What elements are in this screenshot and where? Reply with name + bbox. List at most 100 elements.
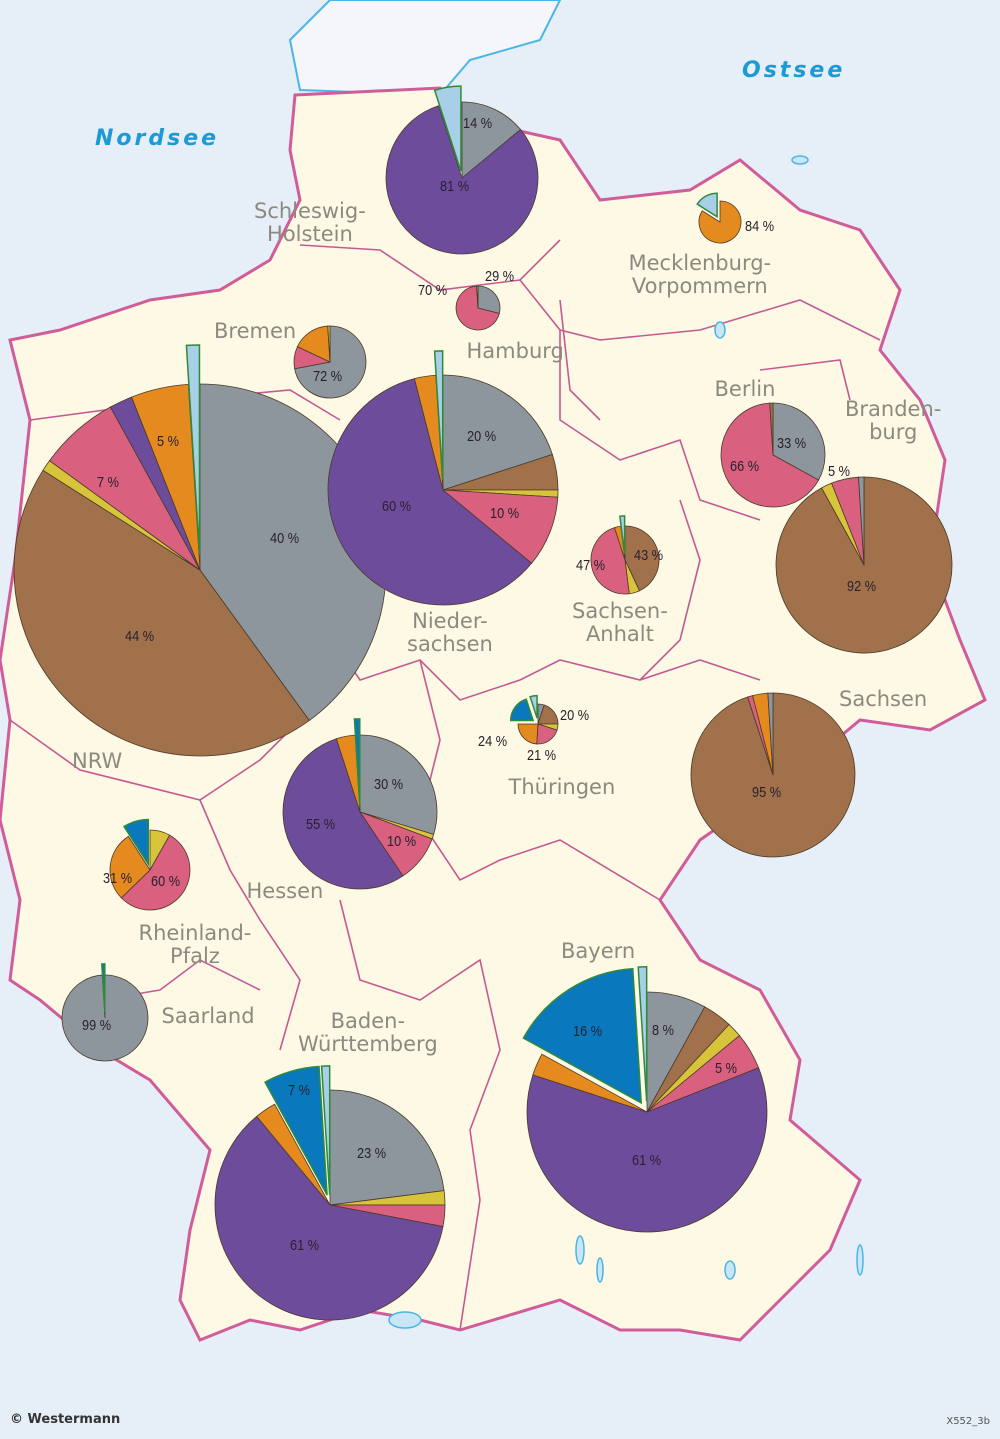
- percent-label: 10 %: [387, 833, 417, 850]
- pie-hessen: [282, 718, 438, 890]
- pie-slice-wind: [696, 192, 718, 219]
- state-label: Hessen: [247, 880, 324, 903]
- state-label-line: Saarland: [161, 1004, 255, 1028]
- state-label-line: Württemberg: [298, 1032, 438, 1056]
- percent-label: 43 %: [634, 547, 664, 564]
- state-label: Saarland: [162, 1005, 255, 1028]
- percent-label: 20 %: [467, 428, 497, 445]
- percent-label: 7 %: [288, 1082, 310, 1099]
- percent-label: 5 %: [157, 433, 179, 450]
- pie-slice-oel: [327, 325, 331, 363]
- percent-label: 20 %: [560, 707, 590, 724]
- state-boundaries: [9, 239, 881, 1331]
- percent-label: 99 %: [82, 1017, 112, 1034]
- percent-label: 61 %: [290, 1237, 320, 1254]
- percent-label: 70 %: [418, 282, 448, 299]
- percent-label: 60 %: [151, 873, 181, 890]
- pie-berlin: [720, 402, 826, 508]
- pie-sachsen: [690, 692, 856, 858]
- pie-slice-wasser: [100, 963, 106, 1013]
- percent-label: 8 %: [652, 1022, 674, 1039]
- state-label: Bremen: [214, 320, 296, 343]
- state-label-line: Rheinland-: [138, 921, 252, 945]
- percent-label: 5 %: [715, 1060, 737, 1077]
- state-label-line: sachsen: [407, 632, 493, 656]
- state-label-line: Hamburg: [466, 339, 564, 363]
- pie-slice-kernenergie: [214, 1115, 444, 1321]
- pie-slice-wasser: [264, 1065, 328, 1196]
- pie-slice-steinkohle: [461, 101, 522, 179]
- pie-slice-steinkohle: [772, 402, 826, 481]
- pie-slice-wasser: [522, 967, 643, 1105]
- sea-label-ostsee: Ostsee: [742, 58, 846, 83]
- percent-label: 31 %: [103, 870, 133, 887]
- state-label-line: Schleswig-: [254, 199, 366, 223]
- percent-label: 5 %: [828, 463, 850, 480]
- percent-label: 95 %: [752, 784, 782, 801]
- pie-slice-sonstige: [109, 835, 151, 899]
- pie-bremen: [293, 325, 367, 399]
- state-label: Mecklenburg- Vorpommern: [629, 252, 772, 298]
- pie-slice-wind: [529, 694, 538, 719]
- percent-label: 81 %: [440, 178, 470, 195]
- pie-slice-steinkohle: [61, 974, 149, 1062]
- pie-slice-steinkohle: [477, 285, 501, 314]
- pie-slice-kernenergie: [526, 1067, 768, 1233]
- percent-label: 16 %: [573, 1023, 603, 1040]
- pie-slice-sonstige: [532, 1053, 648, 1113]
- state-label-line: NRW: [72, 749, 123, 773]
- state-label-line: Bayern: [561, 939, 636, 963]
- state-label-line: Sachsen-: [572, 599, 668, 623]
- state-label: Baden- Württemberg: [298, 1010, 438, 1056]
- percent-label: 14 %: [463, 115, 493, 132]
- pie-slice-wind: [320, 1065, 331, 1195]
- pie-slice-wind: [637, 966, 648, 1102]
- state-label-line: Pfalz: [170, 944, 220, 968]
- pie-slice-wasser: [353, 718, 361, 806]
- pie-niedersachsen: [327, 350, 559, 606]
- percent-label: 60 %: [382, 498, 412, 515]
- state-label: Hamburg: [467, 340, 564, 363]
- pie-mecklenburg-vorpommern: [696, 192, 742, 244]
- pie-slice-steinkohle: [858, 476, 865, 566]
- state-label-line: Vorpommern: [631, 274, 768, 298]
- pie-baden-w-rttemberg: [214, 1065, 446, 1321]
- pie-slice-erdgas: [441, 489, 559, 564]
- pie-slice-kernenergie: [385, 105, 539, 255]
- pie-sachsen-anhalt: [590, 515, 660, 595]
- pie-slice-wasser: [123, 818, 150, 867]
- state-label: Nieder-sachsen: [407, 610, 493, 656]
- state-label-line: Nieder-: [412, 609, 488, 633]
- pie-slice-braunkohle: [624, 525, 660, 592]
- state-label: Sachsen- Anhalt: [572, 600, 668, 646]
- state-label-line: Mecklenburg-: [628, 251, 772, 275]
- percent-label: 47 %: [576, 557, 606, 574]
- percent-label: 21 %: [527, 747, 557, 764]
- pie-slice-wind: [433, 350, 444, 480]
- percent-label: 24 %: [478, 733, 508, 750]
- percent-label: 61 %: [632, 1152, 662, 1169]
- pie-slice-braunkohle: [13, 469, 310, 757]
- copyright-credit: © Westermann: [10, 1412, 121, 1427]
- pie-schleswig-holstein: [385, 85, 539, 255]
- state-label: Schleswig- Holstein: [254, 200, 366, 246]
- pie-saarland: [61, 963, 149, 1062]
- state-label-line: Holstein: [267, 222, 353, 246]
- state-label: Branden-burg: [845, 398, 941, 444]
- percent-label: 7 %: [97, 474, 119, 491]
- pie-slice-steinkohle: [329, 1089, 445, 1206]
- percent-label: 55 %: [306, 816, 336, 833]
- state-label-line: burg: [869, 420, 918, 444]
- pie-th-ringen: [509, 694, 559, 745]
- pie-bayern: [522, 966, 768, 1233]
- pie-slice-wind: [433, 85, 462, 172]
- state-label-line: Hessen: [246, 879, 324, 903]
- pie-slice-steinkohle: [767, 692, 774, 776]
- pie-slice-wind: [619, 515, 626, 555]
- percent-label: 23 %: [357, 1145, 387, 1162]
- state-label-line: Bremen: [214, 319, 297, 343]
- percent-label: 29 %: [485, 268, 515, 285]
- state-label-line: Anhalt: [585, 622, 654, 646]
- state-label-line: Thüringen: [508, 775, 616, 799]
